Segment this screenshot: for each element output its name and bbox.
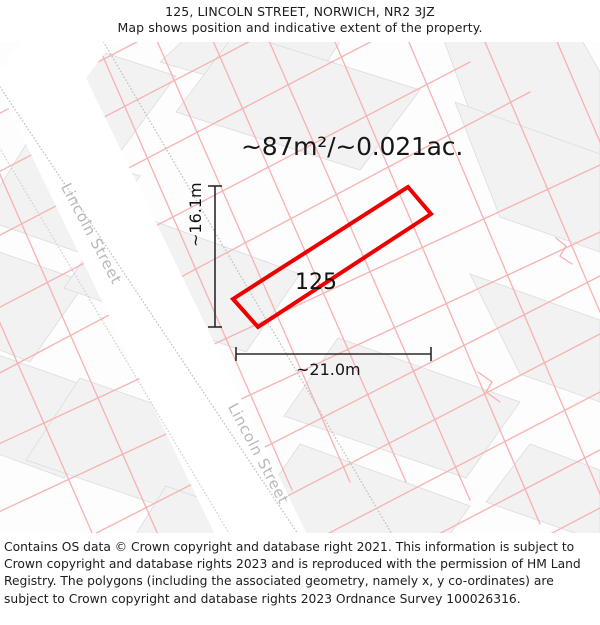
map-header: 125, LINCOLN STREET, NORWICH, NR2 3JZ Ma… (0, 0, 600, 42)
map-footer-attribution: Contains OS data © Crown copyright and d… (0, 533, 600, 625)
page-subtitle: Map shows position and indicative extent… (117, 20, 483, 35)
road-lincoln-street (0, 42, 393, 533)
page-title: 125, LINCOLN STREET, NORWICH, NR2 3JZ (165, 4, 435, 19)
property-outline[interactable] (229, 184, 434, 330)
map-vector-layer (0, 42, 600, 533)
dimension-width-bar (235, 347, 432, 361)
copyright-text: Contains OS data © Crown copyright and d… (4, 540, 581, 606)
dimension-height-bar (208, 185, 222, 328)
map-canvas[interactable]: Lincoln Street Lincoln Street ~87m²/~0.0… (0, 42, 600, 533)
